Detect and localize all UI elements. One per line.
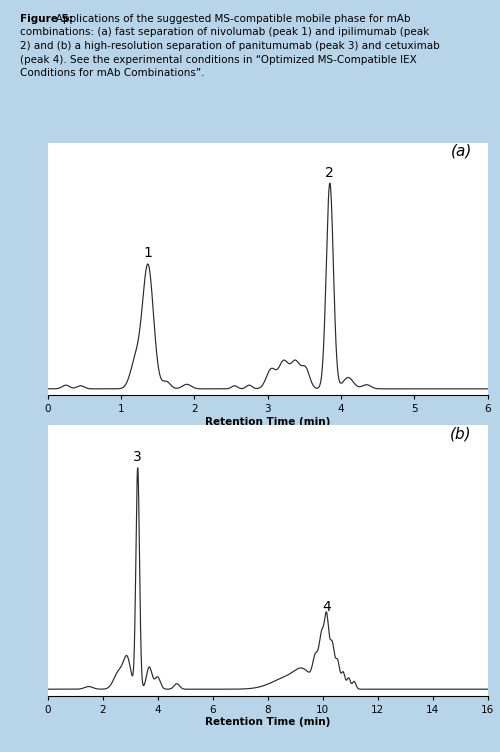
Text: (a): (a) — [450, 144, 472, 159]
Text: 4: 4 — [322, 599, 331, 614]
X-axis label: Retention Time (min): Retention Time (min) — [205, 417, 330, 426]
Text: 3: 3 — [134, 450, 142, 464]
X-axis label: Retention Time (min): Retention Time (min) — [205, 717, 330, 727]
Text: 2: 2 — [326, 165, 334, 180]
Text: Applications of the suggested MS-compatible mobile phase for mAb
combinations: (: Applications of the suggested MS-compati… — [20, 14, 440, 78]
Text: (b): (b) — [450, 426, 472, 441]
Text: Figure 5:: Figure 5: — [20, 14, 72, 24]
Text: 1: 1 — [144, 246, 152, 260]
